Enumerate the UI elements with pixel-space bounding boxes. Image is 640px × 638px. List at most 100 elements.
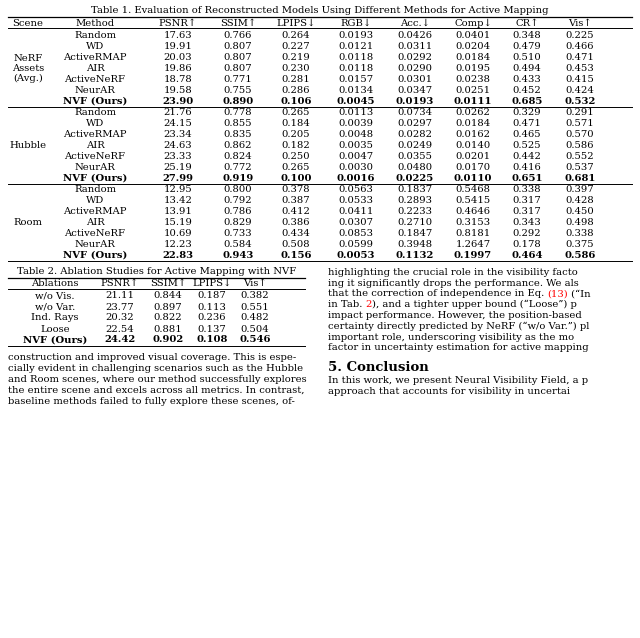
Text: 0.546: 0.546 xyxy=(239,336,271,345)
Text: Ablations: Ablations xyxy=(31,279,79,288)
Text: RGB↓: RGB↓ xyxy=(340,19,372,27)
Text: 0.0039: 0.0039 xyxy=(339,119,374,128)
Text: 0.807: 0.807 xyxy=(224,42,252,51)
Text: baseline methods failed to fully explore these scenes, of-: baseline methods failed to fully explore… xyxy=(8,397,295,406)
Text: 0.0311: 0.0311 xyxy=(397,42,433,51)
Text: 0.862: 0.862 xyxy=(224,141,252,150)
Text: (“In: (“In xyxy=(568,290,591,299)
Text: 0.338: 0.338 xyxy=(566,229,595,238)
Text: 0.387: 0.387 xyxy=(282,196,310,205)
Text: 0.106: 0.106 xyxy=(280,97,312,106)
Text: cially evident in challenging scenarios such as the Hubble: cially evident in challenging scenarios … xyxy=(8,364,303,373)
Text: 0.0170: 0.0170 xyxy=(456,163,491,172)
Text: 0.0111: 0.0111 xyxy=(454,97,492,106)
Text: 21.76: 21.76 xyxy=(164,108,192,117)
Text: WD: WD xyxy=(86,196,104,205)
Text: 0.778: 0.778 xyxy=(224,108,252,117)
Text: 0.205: 0.205 xyxy=(282,130,310,139)
Text: 0.525: 0.525 xyxy=(513,141,541,150)
Text: 0.292: 0.292 xyxy=(513,229,541,238)
Text: 0.0110: 0.0110 xyxy=(454,174,492,183)
Text: PSNR↑: PSNR↑ xyxy=(159,19,197,27)
Text: 0.0297: 0.0297 xyxy=(397,119,433,128)
Text: Room: Room xyxy=(13,218,42,227)
Text: w/o Var.: w/o Var. xyxy=(35,302,75,311)
Text: 0.450: 0.450 xyxy=(566,207,595,216)
Text: 0.329: 0.329 xyxy=(513,108,541,117)
Text: 0.250: 0.250 xyxy=(282,152,310,161)
Text: In this work, we present Neural Visibility Field, a p: In this work, we present Neural Visibili… xyxy=(328,376,588,385)
Text: 0.378: 0.378 xyxy=(282,185,310,194)
Text: ActiveNeRF: ActiveNeRF xyxy=(65,229,125,238)
Text: 20.03: 20.03 xyxy=(164,53,192,62)
Text: AIR: AIR xyxy=(86,141,104,150)
Text: 0.0193: 0.0193 xyxy=(339,31,374,40)
Text: 0.586: 0.586 xyxy=(564,251,596,260)
Text: 0.733: 0.733 xyxy=(224,229,252,238)
Text: 0.1997: 0.1997 xyxy=(454,251,492,260)
Text: ing it significantly drops the performance. We als: ing it significantly drops the performan… xyxy=(328,279,579,288)
Text: 0.0121: 0.0121 xyxy=(339,42,374,51)
Text: 0.0401: 0.0401 xyxy=(456,31,491,40)
Text: LPIPS↓: LPIPS↓ xyxy=(192,279,232,288)
Text: 0.178: 0.178 xyxy=(513,240,541,249)
Text: 0.681: 0.681 xyxy=(564,174,596,183)
Text: 0.532: 0.532 xyxy=(564,97,596,106)
Text: 0.236: 0.236 xyxy=(198,313,227,322)
Text: 23.77: 23.77 xyxy=(106,302,134,311)
Text: PSNR↑: PSNR↑ xyxy=(101,279,139,288)
Text: 0.586: 0.586 xyxy=(566,141,595,150)
Text: 0.264: 0.264 xyxy=(282,31,310,40)
Text: ActiveRMAP: ActiveRMAP xyxy=(63,207,127,216)
Text: 0.552: 0.552 xyxy=(566,152,595,161)
Text: 0.0118: 0.0118 xyxy=(339,64,374,73)
Text: 0.433: 0.433 xyxy=(513,75,541,84)
Text: 0.471: 0.471 xyxy=(566,53,595,62)
Text: 0.510: 0.510 xyxy=(513,53,541,62)
Text: 0.2233: 0.2233 xyxy=(397,207,433,216)
Text: 0.0225: 0.0225 xyxy=(396,174,434,183)
Text: 0.100: 0.100 xyxy=(280,174,312,183)
Text: 0.281: 0.281 xyxy=(282,75,310,84)
Text: 0.452: 0.452 xyxy=(513,86,541,95)
Text: 0.584: 0.584 xyxy=(223,240,252,249)
Text: ActiveRMAP: ActiveRMAP xyxy=(63,130,127,139)
Text: ActiveNeRF: ActiveNeRF xyxy=(65,152,125,161)
Text: 0.156: 0.156 xyxy=(280,251,312,260)
Text: 0.113: 0.113 xyxy=(198,302,227,311)
Text: 0.1847: 0.1847 xyxy=(397,229,433,238)
Text: 0.0292: 0.0292 xyxy=(397,53,433,62)
Text: 0.537: 0.537 xyxy=(566,163,595,172)
Text: 0.382: 0.382 xyxy=(241,292,269,300)
Text: 0.881: 0.881 xyxy=(154,325,182,334)
Text: highlighting the crucial role in the visibility facto: highlighting the crucial role in the vis… xyxy=(328,268,578,277)
Text: 15.19: 15.19 xyxy=(164,218,193,227)
Text: 0.0347: 0.0347 xyxy=(397,86,433,95)
Text: Scene: Scene xyxy=(13,19,44,27)
Text: construction and improved visual coverage. This is espe-: construction and improved visual coverag… xyxy=(8,353,296,362)
Text: 0.792: 0.792 xyxy=(224,196,252,205)
Text: 0.943: 0.943 xyxy=(222,251,253,260)
Text: Method: Method xyxy=(76,19,115,27)
Text: 0.0301: 0.0301 xyxy=(397,75,433,84)
Text: 0.844: 0.844 xyxy=(154,292,182,300)
Text: 0.0201: 0.0201 xyxy=(456,152,491,161)
Text: 0.317: 0.317 xyxy=(513,196,541,205)
Text: 0.0118: 0.0118 xyxy=(339,53,374,62)
Text: 0.1837: 0.1837 xyxy=(397,185,433,194)
Text: 0.1132: 0.1132 xyxy=(396,251,434,260)
Text: 0.0035: 0.0035 xyxy=(339,141,374,150)
Text: 0.571: 0.571 xyxy=(566,119,595,128)
Text: 0.0262: 0.0262 xyxy=(456,108,490,117)
Text: 1.2647: 1.2647 xyxy=(456,240,491,249)
Text: 0.755: 0.755 xyxy=(224,86,252,95)
Text: 0.824: 0.824 xyxy=(223,152,252,161)
Text: WD: WD xyxy=(86,119,104,128)
Text: (13): (13) xyxy=(547,290,568,299)
Text: 0.0426: 0.0426 xyxy=(397,31,433,40)
Text: Comp↓: Comp↓ xyxy=(454,19,492,27)
Text: 24.63: 24.63 xyxy=(164,141,192,150)
Text: 23.33: 23.33 xyxy=(164,152,192,161)
Text: 0.0282: 0.0282 xyxy=(397,130,433,139)
Text: 0.343: 0.343 xyxy=(513,218,541,227)
